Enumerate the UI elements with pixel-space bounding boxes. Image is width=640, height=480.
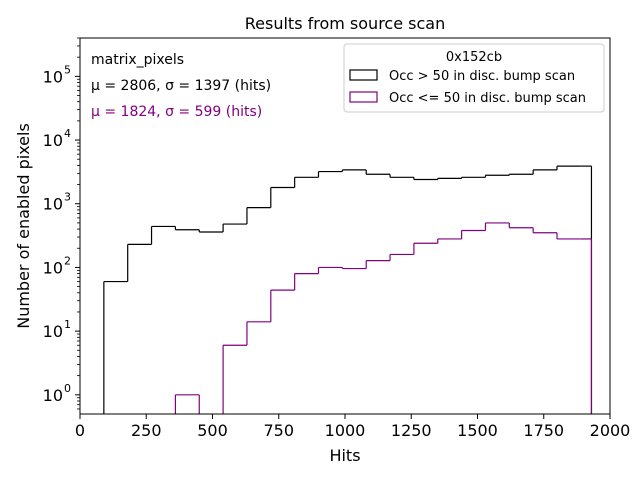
- x-tick-label: 500: [197, 421, 228, 440]
- x-tick-label: 1750: [523, 421, 564, 440]
- x-tick-label: 1500: [457, 421, 498, 440]
- annotation-stats-occ-le50: μ = 1824, σ = 599 (hits): [91, 104, 262, 120]
- y-tick-exponent: 5: [64, 63, 71, 76]
- y-tick-exponent: 2: [64, 254, 71, 267]
- histogram-series-layer: [103, 165, 593, 414]
- y-tick-exponent: 1: [64, 318, 71, 331]
- legend-box: [343, 43, 605, 113]
- y-tick-label: 10: [43, 131, 63, 150]
- x-tick-label: 250: [131, 421, 162, 440]
- y-tick-label: 10: [43, 67, 63, 86]
- x-tick-label: 1250: [391, 421, 432, 440]
- y-tick-label: 10: [43, 258, 63, 277]
- y-tick-exponent: 0: [64, 382, 71, 395]
- legend: 0x152cb Occ > 50 in disc. bump scan Occ …: [343, 43, 605, 113]
- x-tick-label: 0: [75, 421, 85, 440]
- y-axis-label: Number of enabled pixels: [14, 123, 33, 329]
- legend-label-occ-gt50: Occ > 50 in disc. bump scan: [389, 69, 575, 84]
- y-tick-label: 10: [43, 322, 63, 341]
- x-tick-label: 2000: [590, 421, 631, 440]
- x-axis-label: Hits: [329, 446, 360, 465]
- y-tick-label: 10: [43, 195, 63, 214]
- plot-frame: [79, 37, 611, 415]
- x-axis-ticks: 0 250 500 750 1000 1250 1500 1750 2000: [75, 414, 630, 440]
- series-occ-le50: [174, 222, 593, 414]
- annotation-stats-occ-gt50: μ = 2806, σ = 1397 (hits): [91, 78, 271, 94]
- chart-title: Results from source scan: [245, 14, 445, 33]
- legend-title: 0x152cb: [446, 50, 502, 65]
- legend-swatch-occ-gt50: [349, 69, 378, 81]
- x-tick-label: 750: [263, 421, 294, 440]
- y-tick-label: 10: [43, 386, 63, 405]
- y-tick-exponent: 4: [64, 127, 71, 140]
- x-tick-label: 1000: [325, 421, 366, 440]
- y-tick-exponent: 3: [64, 191, 71, 204]
- legend-label-occ-le50: Occ <= 50 in disc. bump scan: [389, 91, 586, 106]
- annotation-matrix-name: matrix_pixels: [91, 52, 184, 68]
- legend-swatch-occ-le50: [349, 91, 378, 103]
